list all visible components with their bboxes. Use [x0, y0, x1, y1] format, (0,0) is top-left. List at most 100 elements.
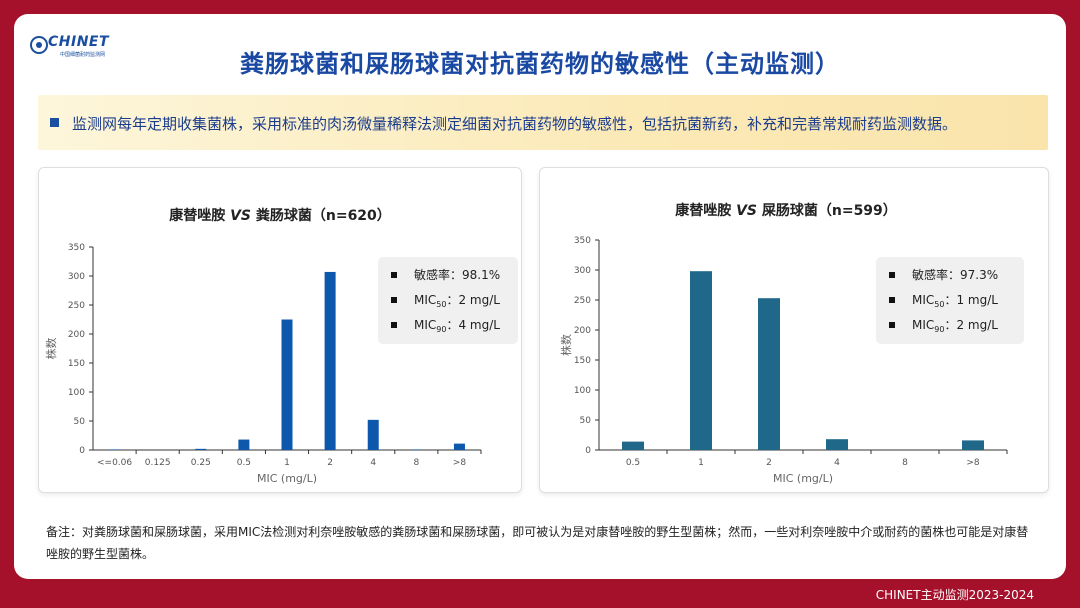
legend-bullet-icon [391, 322, 397, 328]
chart-title-part: 屎肠球菌（n=599） [757, 202, 897, 219]
y-tick-label: 250 [68, 301, 85, 311]
x-tick-label: 8 [413, 458, 419, 468]
y-tick-label: 300 [574, 266, 591, 276]
x-tick-label: 0.5 [237, 458, 251, 468]
bar [453, 443, 465, 450]
legend-item: 敏感率：98.1% [414, 267, 500, 282]
legend-item-subscript: 90 [436, 325, 446, 334]
bar [410, 449, 422, 450]
legend-background [378, 257, 518, 344]
x-tick-label: 0.125 [145, 458, 171, 468]
chart-panel-faecium: 康替唑胺 VS 屎肠球菌（n=599） 0 50 100 150 200 250 300 350… [539, 167, 1049, 493]
y-axis-label: 株数 [44, 338, 58, 360]
x-tick-label: 0.25 [191, 458, 211, 468]
legend-item-text: MIC [912, 293, 934, 307]
legend-item: MIC90：4 mg/L [414, 318, 500, 334]
bar [324, 271, 336, 450]
globe-icon [30, 36, 48, 54]
legend-item-value: ：1 mg/L [944, 293, 998, 307]
y-tick-label: 50 [580, 416, 592, 426]
bullet-square-icon [50, 118, 59, 127]
legend-bullet-icon [889, 272, 895, 278]
chart-title-part: VS [736, 203, 757, 219]
bar [962, 440, 984, 450]
y-axis-label: 株数 [559, 334, 573, 356]
legend-item-text: 敏感率：97.3% [912, 267, 998, 282]
x-tick-label: <=0.06 [97, 458, 132, 468]
chart-title-part: 康替唑胺 [675, 202, 736, 219]
legend-item-text: MIC [414, 318, 436, 332]
legend-item-value: ：4 mg/L [446, 318, 500, 332]
x-tick-label: 1 [284, 458, 290, 468]
chinet-logo: CHINET 中国细菌耐药监测网 [30, 32, 109, 62]
legend-item-text: MIC [414, 293, 436, 307]
legend-background [876, 257, 1024, 344]
bar [758, 298, 780, 450]
y-tick-label: 0 [585, 446, 591, 456]
x-tick-label: 4 [370, 458, 376, 468]
legend-bullet-icon [391, 297, 397, 303]
footnote: 备注：对粪肠球菌和屎肠球菌，采用MIC法检测对利奈唑胺敏感的粪肠球菌和屎肠球菌，… [46, 525, 1029, 561]
chart-svg: 康替唑胺 VS 粪肠球菌（n=620）050100150200250300350… [44, 207, 518, 485]
x-tick-label: 1 [698, 458, 704, 468]
x-tick-label: 8 [902, 458, 908, 468]
bar [367, 419, 379, 450]
bar [195, 448, 207, 450]
page-title: 粪肠球菌和屎肠球菌对抗菌药物的敏感性（主动监测） [240, 50, 840, 78]
y-tick-label: 250 [574, 296, 591, 306]
legend-item-text: MIC [912, 318, 934, 332]
y-tick-label: 150 [574, 356, 591, 366]
legend-item-value: ：2 mg/L [944, 318, 998, 332]
bar [690, 271, 712, 450]
x-tick-label: 2 [766, 458, 772, 468]
bar [109, 449, 121, 450]
legend-item-subscript: 50 [436, 300, 446, 309]
intro-text: 监测网每年定期收集菌株，采用标准的肉汤微量稀释法测定细菌对抗菌药物的敏感性，包括… [72, 115, 958, 133]
y-tick-label: 350 [574, 236, 591, 246]
y-tick-label: 350 [68, 243, 85, 253]
chart-title-part: 粪肠球菌（n=620） [251, 207, 391, 224]
chart-title: 康替唑胺 VS 粪肠球菌（n=620） [169, 207, 391, 224]
legend-item-subscript: 90 [934, 325, 944, 334]
y-tick-label: 100 [68, 388, 85, 398]
chart-title-part: VS [230, 208, 251, 224]
legend-item: MIC90：2 mg/L [912, 318, 998, 334]
chart-title: 康替唑胺 VS 屎肠球菌（n=599） [675, 202, 897, 219]
chart-title-part: 康替唑胺 [169, 207, 230, 224]
intro-box: 监测网每年定期收集菌株，采用标准的肉汤微量稀释法测定细菌对抗菌药物的敏感性，包括… [38, 95, 1048, 150]
legend-item: 敏感率：97.3% [912, 267, 998, 282]
bar [281, 319, 293, 450]
bar [826, 439, 848, 450]
chart-panel-faecalis: 康替唑胺 VS 粪肠球菌（n=620） 0 50 100 150 200 250 300 350… [38, 167, 522, 493]
x-tick-label: 0.5 [626, 458, 640, 468]
y-tick-label: 300 [68, 272, 85, 282]
x-tick-label: >8 [453, 458, 467, 468]
x-tick-label: 2 [327, 458, 333, 468]
y-tick-label: 200 [68, 330, 85, 340]
x-axis-label: MIC (mg/L) [257, 472, 317, 485]
legend-item: MIC50：2 mg/L [414, 293, 500, 309]
slide: CHINET 中国细菌耐药监测网 粪肠球菌和屎肠球菌对抗菌药物的敏感性（主动监测… [14, 14, 1066, 579]
chart-svg: 康替唑胺 VS 屎肠球菌（n=599）050100150200250300350… [559, 202, 1024, 485]
x-axis-label: MIC (mg/L) [773, 472, 833, 485]
x-tick-label: 4 [834, 458, 840, 468]
logo-brand: CHINET [48, 34, 110, 50]
legend-bullet-icon [889, 297, 895, 303]
y-tick-label: 0 [79, 446, 85, 456]
logo-subtitle: 中国细菌耐药监测网 [60, 52, 106, 58]
bar [622, 441, 644, 450]
legend-item: MIC50：1 mg/L [912, 293, 998, 309]
legend-item-value: ：2 mg/L [446, 293, 500, 307]
y-tick-label: 150 [68, 359, 85, 369]
legend-item-text: 敏感率：98.1% [414, 267, 500, 282]
y-tick-label: 50 [74, 417, 86, 427]
x-tick-label: >8 [966, 458, 980, 468]
y-tick-label: 200 [574, 326, 591, 336]
legend-item-subscript: 50 [934, 300, 944, 309]
legend-bullet-icon [391, 272, 397, 278]
y-tick-label: 100 [574, 386, 591, 396]
footer-text: CHINET主动监测2023-2024 [875, 588, 1034, 602]
legend-bullet-icon [889, 322, 895, 328]
